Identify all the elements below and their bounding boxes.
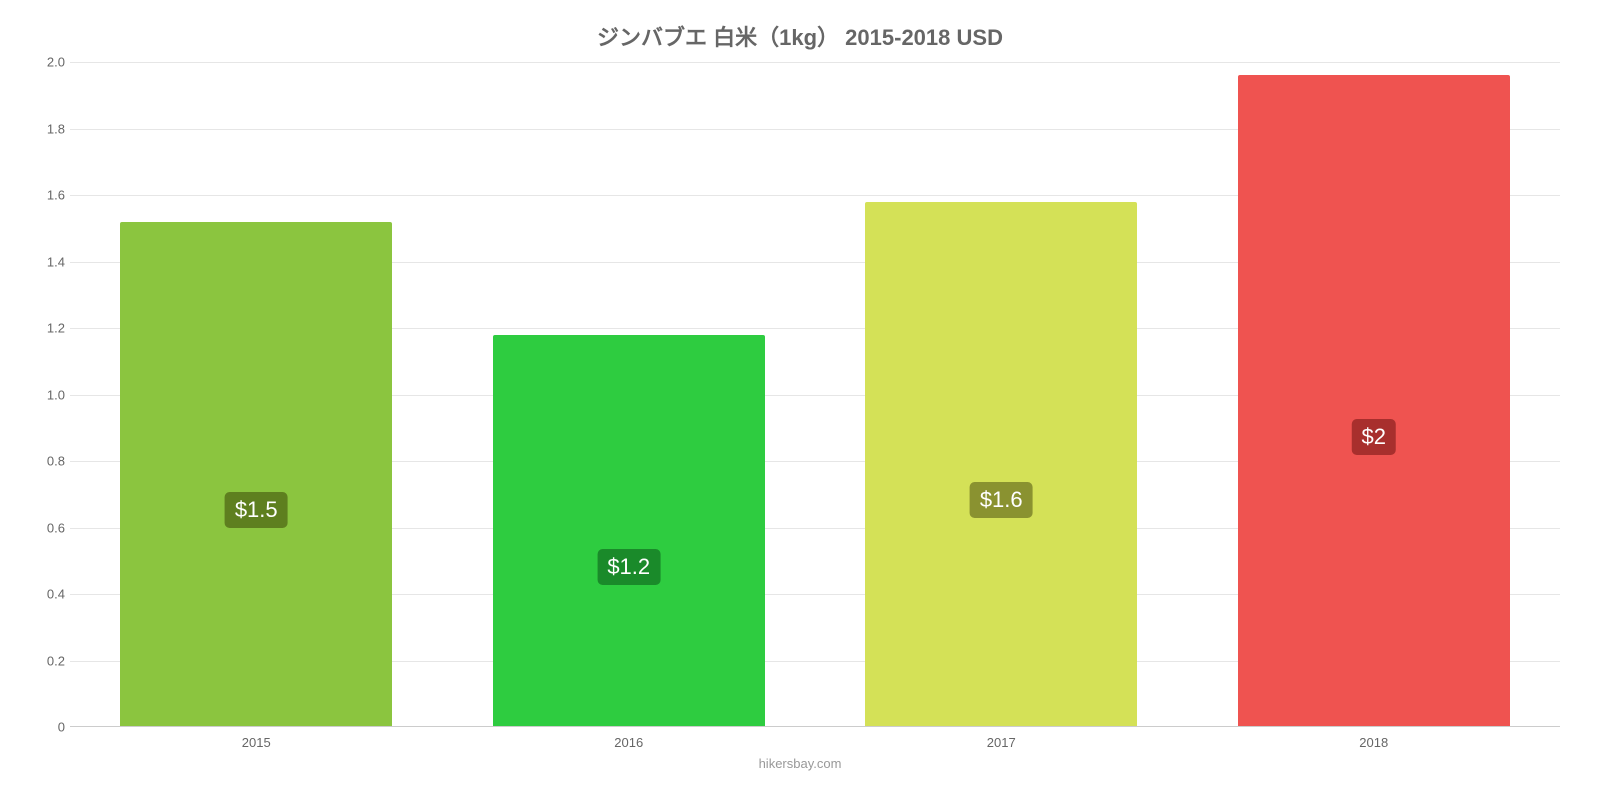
x-axis: 2015201620172018 [70, 727, 1560, 750]
bar: $1.2 [493, 335, 765, 727]
y-tick-label: 0.4 [30, 587, 65, 602]
y-tick-label: 0.6 [30, 520, 65, 535]
bar-value-label: $1.5 [225, 492, 288, 528]
bar-value-label: $1.2 [597, 549, 660, 585]
y-tick-label: 1.2 [30, 321, 65, 336]
y-tick-label: 0.2 [30, 653, 65, 668]
bar-slot: $1.5 [70, 62, 443, 727]
y-tick-label: 2.0 [30, 55, 65, 70]
x-tick-label: 2015 [70, 727, 443, 750]
bar-slot: $1.2 [443, 62, 816, 727]
chart-title: ジンバブエ 白米（1kg） 2015-2018 USD [30, 20, 1570, 52]
y-tick-label: 1.4 [30, 254, 65, 269]
bar: $1.5 [120, 222, 392, 727]
plot-area: 00.20.40.60.81.01.21.41.61.82.0 $1.5$1.2… [70, 62, 1560, 727]
bar-slot: $1.6 [815, 62, 1188, 727]
x-tick-label: 2017 [815, 727, 1188, 750]
y-tick-label: 0.8 [30, 454, 65, 469]
attribution: hikersbay.com [30, 756, 1570, 771]
bar-value-label: $1.6 [970, 482, 1033, 518]
bar: $2 [1238, 75, 1510, 727]
bar-value-label: $2 [1351, 419, 1395, 455]
y-tick-label: 1.8 [30, 121, 65, 136]
x-tick-label: 2018 [1188, 727, 1561, 750]
y-tick-label: 1.0 [30, 387, 65, 402]
bar-chart: ジンバブエ 白米（1kg） 2015-2018 USD 0 0.2 0.4 0.6 0.… [0, 0, 1600, 800]
y-tick-label: 0 [30, 720, 65, 735]
x-tick-label: 2016 [443, 727, 816, 750]
bars-layer: $1.5 $1.2 $1.6 $2 [70, 62, 1560, 727]
bar-slot: $2 [1188, 62, 1561, 727]
bar: $1.6 [865, 202, 1137, 727]
y-tick-label: 1.6 [30, 188, 65, 203]
